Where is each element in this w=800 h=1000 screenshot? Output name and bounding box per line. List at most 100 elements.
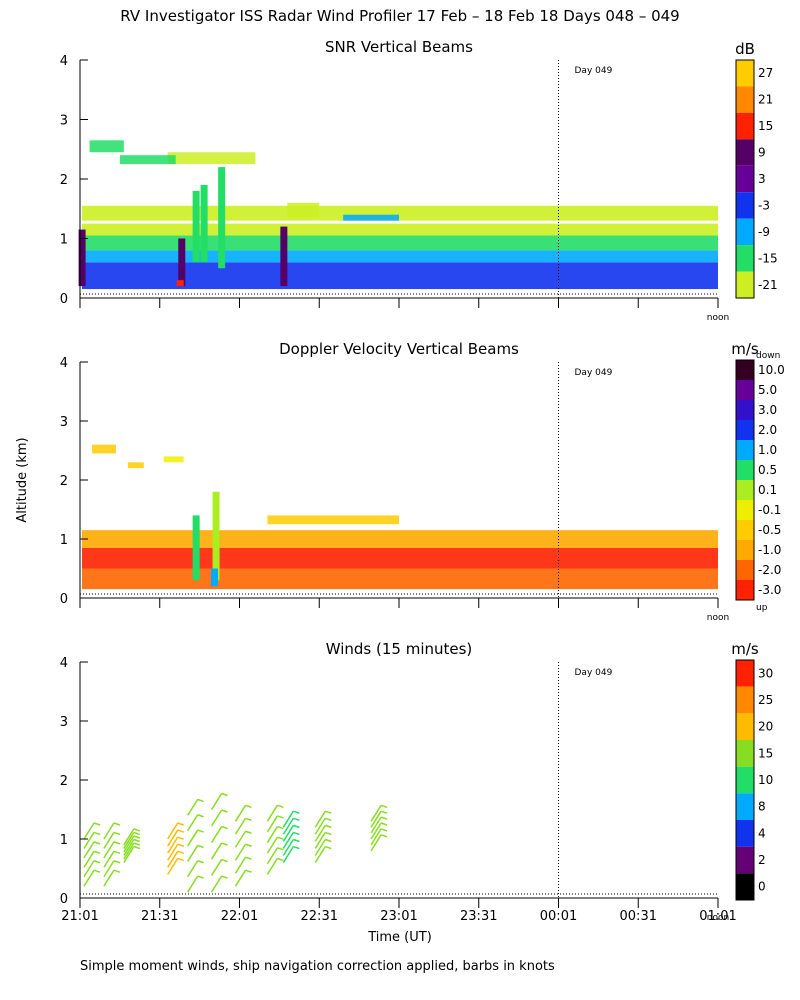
colorbar-label: 0.1 — [758, 483, 777, 497]
colorbar-label: 10 — [758, 773, 773, 787]
colorbar-label: -15 — [758, 251, 778, 265]
wind-barb-flag — [380, 828, 388, 832]
wind-barb-flag — [325, 810, 332, 814]
colorbar-label: 2.0 — [758, 423, 777, 437]
wind-barb-flag — [293, 810, 300, 814]
wind-barb — [83, 841, 95, 859]
wind-barb — [187, 875, 199, 893]
wind-barb-flag — [113, 831, 121, 836]
wind-barb-flag — [133, 842, 141, 846]
wind-barb — [210, 859, 223, 876]
heatmap-patch — [267, 515, 399, 525]
wind-barb-flag — [133, 838, 141, 843]
wind-barb — [210, 875, 223, 893]
colorbar-label: -3.0 — [758, 583, 781, 597]
heatmap-patch — [91, 444, 116, 454]
wind-barb — [234, 869, 247, 887]
colorbar-segment — [736, 766, 754, 794]
colorbar-segment — [736, 713, 754, 740]
heatmap-streak — [212, 491, 220, 581]
wind-barb — [234, 804, 247, 822]
wind-barb-flag — [133, 835, 141, 839]
colorbar-segment — [736, 560, 754, 580]
wind-barb-flag — [293, 817, 300, 821]
heatmap-band — [82, 547, 718, 569]
colorbar-segment — [736, 360, 754, 380]
colorbar-unit: m/s — [731, 340, 759, 358]
wind-barb — [210, 842, 223, 860]
wind-barb-flag — [113, 860, 121, 864]
colorbar-label: 2 — [758, 853, 766, 867]
wind-barb — [210, 809, 223, 827]
heatmap-band — [82, 223, 718, 236]
colorbar-segment — [736, 660, 754, 687]
heatmap-patch — [119, 155, 176, 165]
y-tick-label: 2 — [60, 774, 68, 789]
colorbar-label: 10.0 — [758, 363, 785, 377]
wind-barb — [234, 856, 247, 874]
x-tick-label: 21:01 — [61, 909, 98, 924]
wind-barb-flag — [293, 838, 300, 843]
wind-barb-flag — [177, 843, 184, 847]
y-tick-label: 2 — [60, 474, 68, 489]
y-tick-label: 1 — [60, 833, 68, 848]
y-tick-label: 1 — [60, 233, 68, 248]
y-tick-label: 1 — [60, 533, 68, 548]
colorbar-label: 1.0 — [758, 443, 777, 457]
wind-barb — [314, 824, 326, 842]
noon-label: noon — [707, 913, 729, 923]
heatmap-band — [82, 235, 718, 251]
wind-barb — [187, 845, 199, 862]
wind-barb — [167, 822, 179, 840]
colorbar-segment — [736, 420, 754, 440]
wind-barb-flag — [177, 829, 184, 833]
wind-barb-flag — [221, 858, 228, 863]
colorbar-label: 3 — [758, 172, 766, 186]
wind-barb-flag — [380, 810, 388, 814]
colorbar-label: -21 — [758, 278, 778, 292]
wind-barb — [167, 836, 179, 854]
wind-barb — [123, 835, 135, 853]
colorbar-label: 8 — [758, 800, 766, 814]
wind-barb-flag — [325, 838, 332, 843]
colorbar-segment — [736, 520, 754, 540]
wind-barb — [282, 817, 294, 835]
panel-title: Doppler Velocity Vertical Beams — [279, 340, 519, 358]
colorbar-segment — [736, 165, 754, 193]
wind-barb-flag — [245, 856, 252, 860]
colorbar-label: 27 — [758, 66, 773, 80]
y-tick-label: 0 — [60, 292, 68, 307]
colorbar-unit: m/s — [731, 640, 759, 658]
colorbar-segment — [736, 820, 754, 847]
heatmap-band — [82, 205, 718, 221]
wind-barb — [266, 815, 279, 833]
wind-barb-flag — [197, 875, 204, 879]
wind-barb — [103, 841, 115, 859]
wind-barb — [314, 846, 326, 863]
heatmap-streak — [78, 229, 86, 287]
wind-barb — [123, 832, 135, 849]
heatmap-patch — [163, 456, 184, 463]
wind-barb-flag — [277, 836, 284, 840]
footnote: Simple moment winds, ship navigation cor… — [80, 959, 555, 974]
colorbar-segment — [736, 380, 754, 400]
wind-barb-flag — [177, 857, 184, 862]
colorbar-label: 5.0 — [758, 383, 777, 397]
y-tick-label: 0 — [60, 592, 68, 607]
colorbar-label: 15 — [758, 746, 773, 760]
wind-barb — [314, 817, 326, 835]
colorbar-label: 3.0 — [758, 403, 777, 417]
wind-barb-flag — [380, 816, 388, 820]
wind-barb — [103, 869, 115, 887]
wind-barb — [282, 846, 294, 863]
heatmap-patch — [287, 202, 320, 218]
wind-barb-flag — [133, 831, 141, 836]
wind-barb-flag — [93, 860, 101, 864]
heatmap-streak — [192, 515, 200, 581]
wind-barb-flag — [325, 831, 332, 836]
wind-barb-flag — [177, 836, 184, 840]
colorbar-segment — [736, 580, 754, 600]
wind-barb-flag — [277, 825, 284, 830]
colorbar-segment — [736, 245, 754, 272]
